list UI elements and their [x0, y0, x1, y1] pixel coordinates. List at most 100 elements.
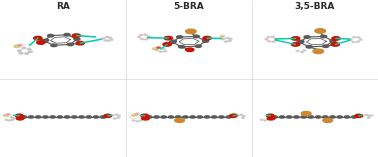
- Circle shape: [204, 116, 210, 118]
- Circle shape: [267, 36, 270, 38]
- Circle shape: [304, 36, 310, 38]
- Circle shape: [118, 115, 120, 116]
- Circle shape: [370, 115, 373, 116]
- Circle shape: [212, 116, 217, 118]
- Circle shape: [301, 111, 311, 116]
- Circle shape: [272, 41, 275, 42]
- Circle shape: [19, 52, 23, 54]
- Circle shape: [18, 44, 22, 46]
- Circle shape: [356, 41, 359, 42]
- Circle shape: [266, 114, 274, 117]
- Circle shape: [137, 36, 140, 38]
- Circle shape: [139, 34, 143, 36]
- Circle shape: [337, 116, 342, 118]
- Circle shape: [104, 40, 107, 41]
- Circle shape: [323, 118, 333, 122]
- Circle shape: [136, 121, 138, 122]
- Circle shape: [226, 116, 231, 118]
- Circle shape: [43, 116, 48, 118]
- Circle shape: [76, 41, 84, 45]
- Circle shape: [287, 116, 292, 118]
- Circle shape: [147, 116, 152, 118]
- Circle shape: [197, 116, 203, 118]
- Circle shape: [144, 34, 147, 35]
- Circle shape: [41, 40, 47, 42]
- Circle shape: [104, 114, 112, 117]
- Circle shape: [175, 118, 184, 122]
- Circle shape: [268, 41, 271, 42]
- Circle shape: [361, 115, 364, 116]
- Circle shape: [86, 116, 91, 118]
- Circle shape: [141, 114, 149, 117]
- Circle shape: [171, 40, 177, 42]
- Circle shape: [316, 116, 321, 118]
- Circle shape: [220, 35, 225, 37]
- Circle shape: [264, 120, 266, 121]
- Circle shape: [193, 35, 199, 38]
- Circle shape: [10, 117, 13, 118]
- Circle shape: [352, 41, 355, 43]
- Circle shape: [162, 48, 165, 49]
- Circle shape: [25, 53, 29, 54]
- Circle shape: [5, 119, 8, 120]
- Text: 3,5-BRA: 3,5-BRA: [294, 2, 335, 11]
- Circle shape: [132, 114, 137, 116]
- Circle shape: [175, 116, 181, 118]
- Circle shape: [331, 43, 339, 46]
- Circle shape: [152, 48, 158, 50]
- Circle shape: [303, 50, 306, 51]
- Circle shape: [154, 116, 159, 118]
- Circle shape: [344, 116, 350, 118]
- Circle shape: [297, 41, 303, 43]
- Circle shape: [271, 36, 274, 37]
- Circle shape: [36, 116, 41, 118]
- Circle shape: [34, 36, 42, 40]
- Circle shape: [301, 52, 304, 53]
- Circle shape: [168, 116, 174, 118]
- Text: 5-BRA: 5-BRA: [174, 2, 204, 11]
- Circle shape: [72, 116, 77, 118]
- Circle shape: [291, 43, 300, 46]
- Circle shape: [139, 120, 142, 121]
- Circle shape: [48, 34, 54, 37]
- Circle shape: [183, 116, 188, 118]
- Circle shape: [294, 116, 299, 118]
- Circle shape: [353, 36, 356, 38]
- Circle shape: [236, 115, 239, 116]
- Circle shape: [101, 116, 106, 118]
- Circle shape: [102, 38, 105, 39]
- Circle shape: [330, 116, 335, 118]
- Circle shape: [169, 41, 175, 43]
- Circle shape: [240, 114, 243, 115]
- Circle shape: [164, 51, 167, 52]
- Circle shape: [27, 48, 31, 50]
- Circle shape: [190, 116, 195, 118]
- Circle shape: [21, 116, 27, 118]
- Circle shape: [186, 48, 194, 51]
- Circle shape: [291, 37, 300, 40]
- Circle shape: [232, 113, 237, 115]
- Circle shape: [110, 39, 113, 40]
- Circle shape: [229, 114, 237, 117]
- Circle shape: [267, 119, 269, 120]
- Circle shape: [140, 38, 143, 40]
- Circle shape: [112, 115, 114, 116]
- Circle shape: [260, 119, 263, 120]
- Circle shape: [203, 40, 209, 42]
- Circle shape: [107, 40, 110, 41]
- Circle shape: [16, 117, 24, 120]
- Circle shape: [67, 43, 73, 46]
- Circle shape: [105, 36, 108, 38]
- Circle shape: [155, 49, 158, 51]
- Circle shape: [357, 37, 360, 38]
- Circle shape: [17, 50, 21, 51]
- Circle shape: [14, 45, 20, 48]
- Circle shape: [108, 37, 112, 38]
- Circle shape: [148, 36, 151, 38]
- Circle shape: [50, 116, 55, 118]
- Circle shape: [313, 49, 324, 54]
- Circle shape: [229, 38, 232, 40]
- Circle shape: [308, 116, 313, 118]
- Circle shape: [275, 39, 278, 40]
- Circle shape: [74, 38, 80, 40]
